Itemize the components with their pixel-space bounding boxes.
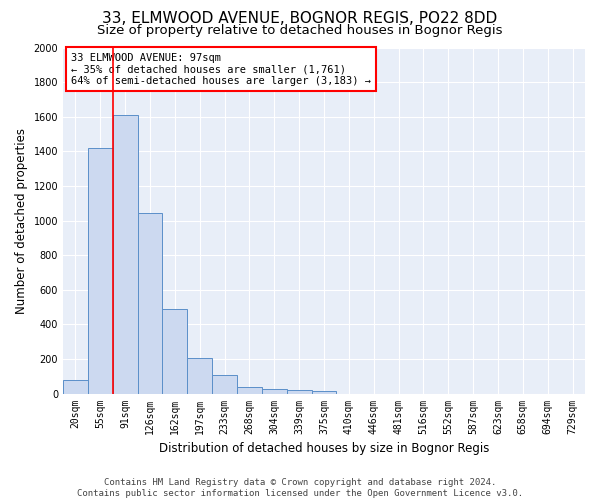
Text: 33, ELMWOOD AVENUE, BOGNOR REGIS, PO22 8DD: 33, ELMWOOD AVENUE, BOGNOR REGIS, PO22 8… — [103, 11, 497, 26]
Bar — [287, 390, 311, 394]
Bar — [187, 358, 212, 394]
Bar — [88, 148, 113, 394]
Text: Size of property relative to detached houses in Bognor Regis: Size of property relative to detached ho… — [97, 24, 503, 37]
Bar — [163, 309, 187, 394]
Bar — [311, 391, 337, 394]
Bar — [262, 389, 287, 394]
Bar — [63, 380, 88, 394]
Bar — [212, 376, 237, 394]
Y-axis label: Number of detached properties: Number of detached properties — [15, 128, 28, 314]
Bar — [137, 212, 163, 394]
X-axis label: Distribution of detached houses by size in Bognor Regis: Distribution of detached houses by size … — [159, 442, 489, 455]
Bar — [113, 115, 137, 394]
Text: Contains HM Land Registry data © Crown copyright and database right 2024.
Contai: Contains HM Land Registry data © Crown c… — [77, 478, 523, 498]
Text: 33 ELMWOOD AVENUE: 97sqm
← 35% of detached houses are smaller (1,761)
64% of sem: 33 ELMWOOD AVENUE: 97sqm ← 35% of detach… — [71, 52, 371, 86]
Bar — [237, 387, 262, 394]
